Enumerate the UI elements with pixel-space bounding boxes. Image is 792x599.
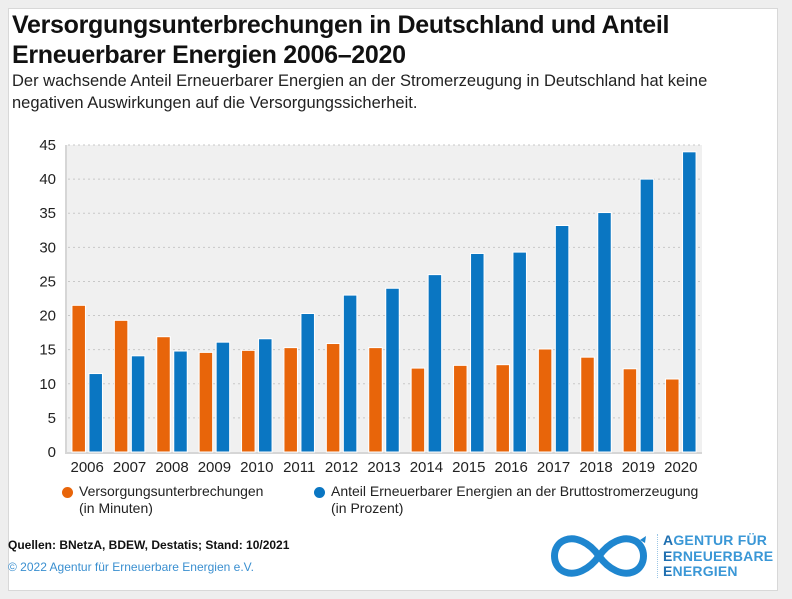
x-tick-label: 2011 [283, 459, 315, 476]
bar-renewables [639, 178, 655, 453]
bar-renewables [597, 212, 612, 453]
x-tick-label: 2013 [367, 459, 400, 476]
bar-outage [580, 356, 595, 453]
bar-outage [537, 348, 553, 453]
bar-renewables [258, 338, 273, 453]
bar-outage [495, 364, 510, 453]
logo-divider [657, 534, 658, 578]
x-tick-label: 2017 [537, 459, 570, 476]
x-tick-label: 2008 [155, 459, 188, 476]
x-tick-label: 2016 [495, 459, 528, 476]
infinity-icon [551, 535, 647, 577]
chart-title: Versorgungsunterbrechungen in Deutschlan… [12, 11, 670, 69]
y-tick-label: 10 [39, 376, 56, 393]
bar-outage [283, 347, 298, 453]
x-tick-label: 2012 [325, 459, 358, 476]
bar-outage [156, 336, 171, 453]
bar-chart: 0 5 10 15 20 25 30 35 40 45 2006 2007 2008 2009 2010 20… [39, 137, 702, 476]
bar-outage [622, 368, 638, 453]
bar-renewables [385, 287, 400, 453]
y-tick-label: 5 [48, 410, 56, 427]
bar-outage [368, 347, 383, 453]
legend-swatch-orange [62, 487, 73, 498]
x-tick-label: 2019 [622, 459, 655, 476]
x-tick-label: 2018 [579, 459, 612, 476]
y-tick-label: 15 [39, 342, 56, 359]
legend-swatch-blue [314, 487, 325, 498]
aee-logo: AGENTUR FÜR ERNEUERBARE ENERGIEN [545, 528, 775, 584]
logo-wordmark: AGENTUR FÜR ERNEUERBARE ENERGIEN [663, 532, 774, 579]
bar-renewables [130, 355, 146, 453]
bar-outage [453, 364, 468, 453]
bar-renewables [427, 274, 443, 453]
bar-renewables [342, 294, 358, 453]
x-tick-label: 2009 [198, 459, 231, 476]
sources-note: Quellen: BNetzA, BDEW, Destatis; Stand: … [8, 538, 290, 552]
bar-outage [325, 343, 341, 453]
bar-renewables [88, 373, 103, 453]
bar-renewables [300, 313, 315, 453]
x-tick-label: 2006 [71, 459, 104, 476]
y-tick-label: 25 [39, 273, 56, 290]
legend-item-renewables: Anteil Erneuerbarer Energien an der Brut… [314, 483, 698, 517]
legend-label: Anteil Erneuerbarer Energien an der Brut… [331, 483, 699, 499]
x-tick-label: 2007 [113, 459, 146, 476]
bar-outage [198, 351, 214, 453]
y-tick-label: 30 [39, 239, 56, 256]
bar-outage [410, 367, 426, 453]
bar-outage [665, 378, 680, 453]
copyright-note: © 2022 Agentur für Erneuerbare Energien … [8, 560, 254, 574]
legend-unit: (in Prozent) [331, 500, 404, 516]
y-tick-label: 0 [48, 444, 56, 461]
chart-subtitle: Der wachsende Anteil Erneuerbarer Energi… [12, 72, 708, 112]
bar-renewables [215, 341, 231, 453]
bar-renewables [173, 350, 188, 453]
bar-renewables [470, 252, 485, 453]
y-tick-label: 20 [39, 308, 56, 325]
bar-outage [71, 304, 86, 453]
bar-renewables [554, 225, 570, 453]
plot-area [66, 145, 702, 452]
legend-item-outages: Versorgungsunterbrechungen (in Minuten) [62, 483, 263, 517]
x-tick-label: 2015 [452, 459, 485, 476]
y-tick-label: 35 [39, 205, 56, 222]
x-tick-label: 2014 [410, 459, 443, 476]
x-tick-label: 2010 [240, 459, 273, 476]
y-tick-label: 45 [39, 137, 56, 154]
legend-label: Versorgungsunterbrechungen [79, 483, 264, 499]
x-tick-label: 2020 [664, 459, 697, 476]
bar-outage [241, 349, 256, 453]
y-tick-label: 40 [39, 171, 56, 188]
bar-outage [113, 319, 129, 453]
bar-renewables [512, 251, 527, 453]
legend-unit: (in Minuten) [79, 500, 153, 516]
bar-renewables [682, 151, 697, 453]
